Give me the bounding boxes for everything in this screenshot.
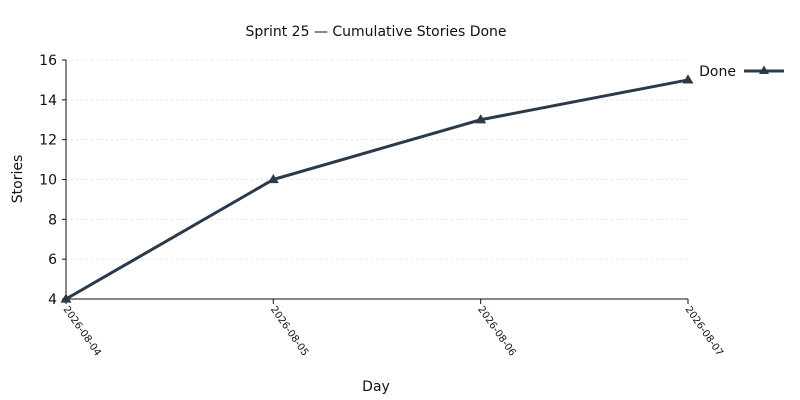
legend: Done xyxy=(699,64,784,80)
y-tick-label: 16 xyxy=(39,53,57,69)
y-tick-label: 6 xyxy=(48,252,57,268)
x-tick-label: 2026-08-07 xyxy=(683,304,725,358)
x-tick-label: 2026-08-04 xyxy=(61,304,103,358)
x-tick-label: 2026-08-06 xyxy=(475,304,517,358)
chart-title: Sprint 25 — Cumulative Stories Done xyxy=(245,24,506,40)
legend-triangle-marker xyxy=(759,65,769,74)
series-layer xyxy=(60,74,694,303)
data-point-marker xyxy=(267,174,279,184)
data-point-marker xyxy=(475,114,487,124)
y-tick-label: 8 xyxy=(48,212,57,228)
legend-label: Done xyxy=(699,64,736,80)
gridlines xyxy=(66,59,688,260)
y-tick-label: 12 xyxy=(39,133,57,149)
data-point-marker xyxy=(682,74,694,84)
y-tick-label: 4 xyxy=(48,292,57,308)
series-line-done xyxy=(65,78,689,301)
y-tick-label: 10 xyxy=(39,173,57,189)
x-axis-title: Day xyxy=(362,379,390,395)
x-tick-label: 2026-08-05 xyxy=(268,304,310,358)
data-point-marker xyxy=(60,293,72,303)
tick-labels: 4 6 8 10 12 14 16 2026-08-04 2026-08-05 2026-08-0… xyxy=(39,53,725,358)
y-tick-label: 14 xyxy=(39,93,57,109)
y-axis-title: Stories xyxy=(10,155,26,204)
